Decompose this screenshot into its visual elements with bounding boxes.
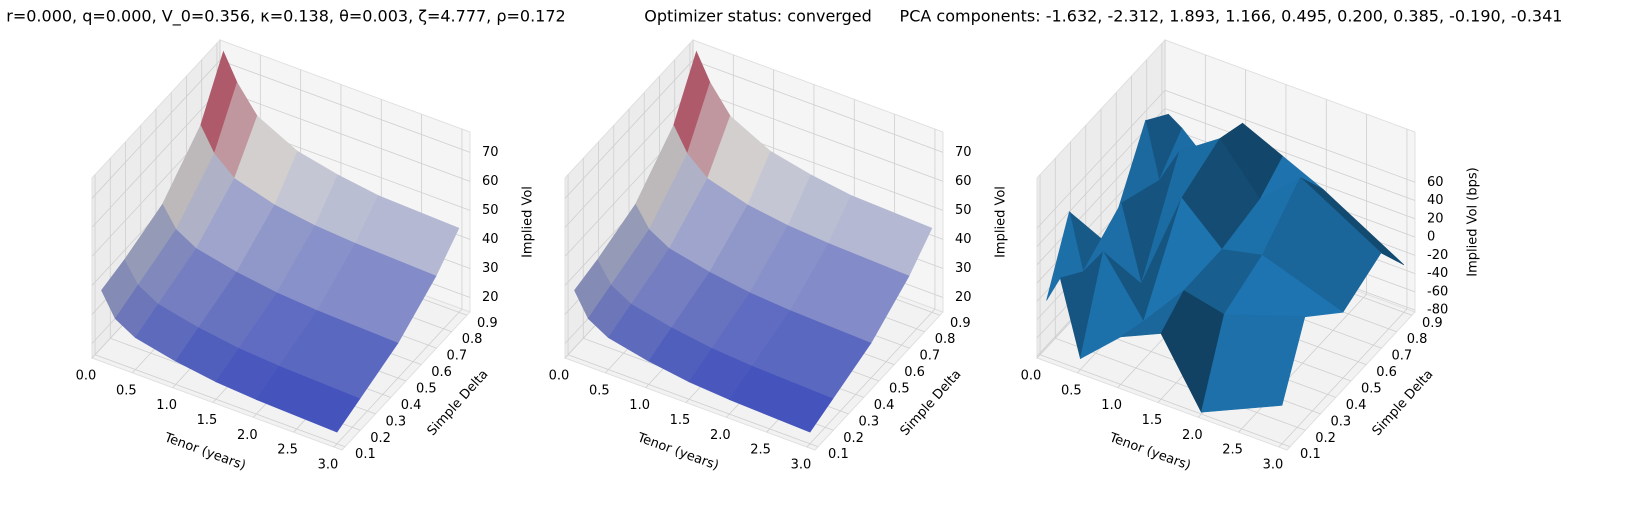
surface-patch (728, 365, 834, 433)
x-tick-label: 0.5 (589, 383, 610, 398)
x-tick-label: 0.0 (76, 369, 97, 384)
subplot: PCA components: -1.632, -2.312, 1.893, 1… (900, 7, 1563, 474)
x-tick-label: 1.5 (670, 413, 691, 428)
x-tick-label: 2.0 (710, 428, 731, 443)
grid-line (692, 59, 944, 153)
grid-line (692, 88, 944, 182)
y-tick-label: 0.8 (1407, 332, 1428, 347)
z-tick-label: 60 (955, 174, 972, 189)
z-tick-label: 50 (482, 203, 499, 218)
z-axis-label: Implied Vol (521, 186, 536, 258)
y-tick-label: 0.6 (1376, 365, 1397, 380)
y-tick-label: 0.9 (477, 316, 498, 331)
y-tick-label: 0.5 (416, 382, 437, 397)
x-tick-label: 2.0 (237, 428, 258, 443)
x-tick-label: 2.5 (277, 443, 298, 458)
grid-line (1164, 108, 1416, 201)
grid-line (219, 59, 471, 153)
x-tick-label: 0.5 (1061, 383, 1082, 398)
subplot-title: r=0.000, q=0.000, V_0=0.356, κ=0.138, θ=… (6, 7, 565, 27)
subplot-title: PCA components: -1.632, -2.312, 1.893, 1… (900, 7, 1563, 26)
grid-line (1036, 89, 1166, 229)
x-tick-label: 3.0 (1263, 458, 1284, 473)
z-tick-label: 40 (955, 232, 972, 247)
y-tick-label: 0.1 (1300, 447, 1321, 462)
y-tick-label: 0.7 (919, 349, 940, 364)
z-tick-label: -80 (1427, 303, 1448, 318)
surface-patch (255, 365, 361, 433)
x-axis-label: Tenor (years) (1106, 430, 1192, 474)
grid-line (91, 89, 221, 228)
y-tick-label: 0.9 (1422, 316, 1443, 331)
x-tick-label: 1.0 (1101, 398, 1122, 413)
x-tick-label: 3.0 (791, 458, 812, 473)
x-tick-label: 1.0 (629, 398, 650, 413)
y-tick-label: 0.4 (1346, 398, 1367, 413)
z-tick-label: 0 (1427, 230, 1435, 245)
x-tick-label: 1.5 (197, 413, 218, 428)
y-tick-label: 0.1 (355, 447, 376, 462)
z-tick-label: -60 (1427, 284, 1448, 299)
y-tick-label: 0.4 (401, 398, 422, 413)
z-tick-label: 20 (955, 290, 972, 305)
y-tick-label: 0.8 (462, 332, 483, 347)
y-tick-label: 0.6 (431, 365, 452, 380)
y-tick-label: 0.6 (904, 365, 925, 380)
z-tick-label: 30 (482, 261, 499, 276)
y-tick-label: 0.2 (1315, 431, 1336, 446)
y-tick-label: 0.1 (828, 447, 849, 462)
y-tick-label: 0.5 (889, 382, 910, 397)
z-tick-label: 20 (1427, 211, 1444, 226)
grid-line (1039, 354, 1291, 448)
x-tick-label: 1.0 (156, 398, 177, 413)
x-axis-label: Tenor (years) (161, 430, 247, 474)
grid-line (94, 354, 346, 448)
z-tick-label: 40 (1427, 193, 1444, 208)
z-tick-label: 20 (482, 290, 499, 305)
grid-line (564, 60, 694, 199)
grid-line (567, 354, 819, 448)
z-tick-label: -20 (1427, 248, 1448, 263)
x-tick-label: 2.5 (1222, 443, 1243, 458)
x-tick-label: 2.0 (1182, 428, 1203, 443)
surface-patch (1200, 314, 1306, 413)
z-tick-label: 30 (955, 261, 972, 276)
subplot: r=0.000, q=0.000, V_0=0.356, κ=0.138, θ=… (6, 7, 565, 474)
grid-line (1055, 337, 1306, 431)
z-tick-label: 60 (1427, 175, 1444, 190)
y-tick-label: 0.7 (446, 349, 467, 364)
subplot-title: Optimizer status: converged (644, 7, 872, 26)
y-tick-label: 0.3 (859, 414, 880, 429)
x-axis-label: Tenor (years) (634, 430, 720, 474)
y-tick-label: 0.7 (1391, 349, 1412, 364)
grid-line (219, 88, 471, 182)
x-tick-label: 0.5 (116, 383, 137, 398)
grid-line (564, 89, 694, 228)
z-tick-label: 70 (482, 145, 499, 160)
x-tick-label: 3.0 (318, 458, 339, 473)
y-tick-label: 0.2 (843, 431, 864, 446)
x-tick-label: 2.5 (750, 443, 771, 458)
y-tick-label: 0.3 (1331, 414, 1352, 429)
x-tick-label: 0.0 (549, 369, 570, 384)
z-tick-label: 70 (955, 145, 972, 160)
x-tick-label: 1.5 (1142, 413, 1163, 428)
z-axis-label: Implied Vol (994, 186, 1009, 258)
y-tick-label: 0.2 (370, 431, 391, 446)
z-tick-label: 50 (955, 203, 972, 218)
y-tick-label: 0.3 (386, 414, 407, 429)
grid-line (1164, 89, 1416, 183)
z-tick-label: 60 (482, 174, 499, 189)
z-axis-label: Implied Vol (bps) (1466, 167, 1481, 276)
x-tick-label: 0.0 (1021, 369, 1042, 384)
y-tick-label: 0.4 (874, 398, 895, 413)
y-tick-label: 0.5 (1361, 382, 1382, 397)
grid-line (91, 60, 221, 199)
y-tick-label: 0.9 (950, 316, 971, 331)
subplot: Optimizer status: converged 0.0 0.5 1.0 1.5 2… (549, 7, 1009, 474)
y-tick-label: 0.8 (935, 332, 956, 347)
z-tick-label: -40 (1427, 266, 1448, 281)
z-tick-label: 40 (482, 232, 499, 247)
